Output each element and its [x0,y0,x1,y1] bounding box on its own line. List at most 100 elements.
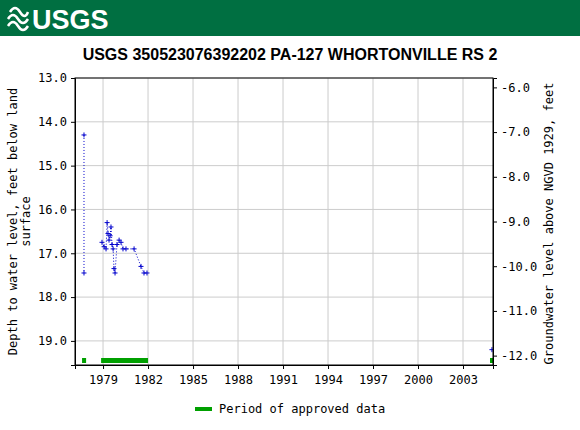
water-level-point [119,240,124,245]
tick-label: 19.0 [38,334,67,348]
tick-mark [71,209,75,210]
tick-mark [493,132,497,133]
grid-line-y [75,209,493,210]
grid-line-x [418,78,419,365]
tick: 13.0 [38,71,75,85]
tick-mark [493,177,497,178]
water-level-point [132,246,137,251]
grid-line-y [75,297,493,298]
title: USGS 350523076392202 PA-127 WHORTONVILLE… [83,46,498,63]
grid-line-x [328,78,329,365]
water-level-line [83,135,84,273]
legend-swatch [195,407,212,411]
tick-label: 17.0 [38,247,67,261]
tick-label: 1979 [89,373,118,387]
tick-mark [373,365,374,369]
tick-mark [493,87,497,88]
logo-text: USGS [32,5,109,35]
tick-mark [148,365,149,369]
tick-mark [71,122,75,123]
tick-label: 1982 [134,373,163,387]
tick-mark [493,356,497,357]
tick-label: 18.0 [38,290,67,304]
tick: 1994 [314,365,343,387]
grid-line-x [283,78,284,365]
tick-mark [328,365,329,369]
y-axis-title: Depth to water level, feet below land [6,88,20,355]
water-level-point [113,270,118,275]
grid-line-y [75,253,493,254]
axis-line [494,79,498,366]
logo-icon [8,8,28,30]
tick-label: 16.0 [38,203,67,217]
legend: Period of approved data [195,402,385,416]
tick-mark [493,266,497,267]
water-level-point [123,246,128,251]
tick-mark [493,311,497,312]
y2-axis-title: Groundwater level above NGVD 1929, feet [542,83,556,365]
plot-area [75,78,493,365]
tick: 1985 [179,365,208,387]
plot-marks [81,132,493,363]
y2-axis: -6.0-7.0-8.0-9.0-10.0-11.0-12.0 [493,79,537,366]
tick: 1991 [269,365,298,387]
tick-label: 1988 [224,373,253,387]
water-level-point [107,238,112,243]
tick: 1982 [134,365,163,387]
plot-frame [75,78,493,365]
water-level-point [489,347,493,352]
grid-line-x [103,78,104,365]
tick: 18.0 [38,290,75,304]
tick: -6.0 [493,81,530,95]
tick-label: 14.0 [38,115,67,129]
axis-line [76,366,494,370]
tick: 14.0 [38,115,75,129]
water-level-point [111,246,116,251]
tick: -11.0 [493,304,537,318]
grid-line-y [75,340,493,341]
tick-label: -7.0 [501,125,530,139]
tick: 15.0 [38,159,75,173]
y-axis: 13.0 14.0 15.0 16.0 17.0 18.0 19.0 [38,71,75,365]
water-level-point [99,240,104,245]
tick-label: 1997 [359,373,388,387]
tick-mark [283,365,284,369]
tick: -7.0 [493,125,530,139]
water-level-point [110,242,115,247]
water-level-point [138,264,143,269]
tick: 19.0 [38,334,75,348]
tick: -12.0 [493,349,537,363]
tick-mark [463,365,464,369]
tick-mark [71,297,75,298]
tick-mark [71,253,75,254]
grid-line-y [75,121,493,122]
water-level-point [105,220,110,225]
tick-mark [193,365,194,369]
tick-mark [418,365,419,369]
y-axis-title: surface [19,196,33,247]
tick-mark [71,166,75,167]
water-level-point [144,270,149,275]
header-banner [0,0,580,36]
tick: -8.0 [493,170,530,184]
tick-label: 15.0 [38,159,67,173]
tick: 1979 [89,365,118,387]
water-level-point [108,233,113,238]
tick-mark [238,365,239,369]
water-level-point [108,224,113,229]
water-level-point [81,270,86,275]
tick-label: -6.0 [501,81,530,95]
tick-mark [103,365,104,369]
tick-label: 2003 [449,373,478,387]
approved-period [82,358,86,363]
tick: -9.0 [493,215,530,229]
tick-mark [71,78,75,79]
grid-line-x [463,78,464,365]
tick: 1988 [224,365,253,387]
grid-line-x [373,78,374,365]
tick-mark [71,341,75,342]
tick-label: 13.0 [38,71,67,85]
tick-label: -11.0 [501,304,537,318]
tick: 17.0 [38,247,75,261]
tick-label: 1991 [269,373,298,387]
